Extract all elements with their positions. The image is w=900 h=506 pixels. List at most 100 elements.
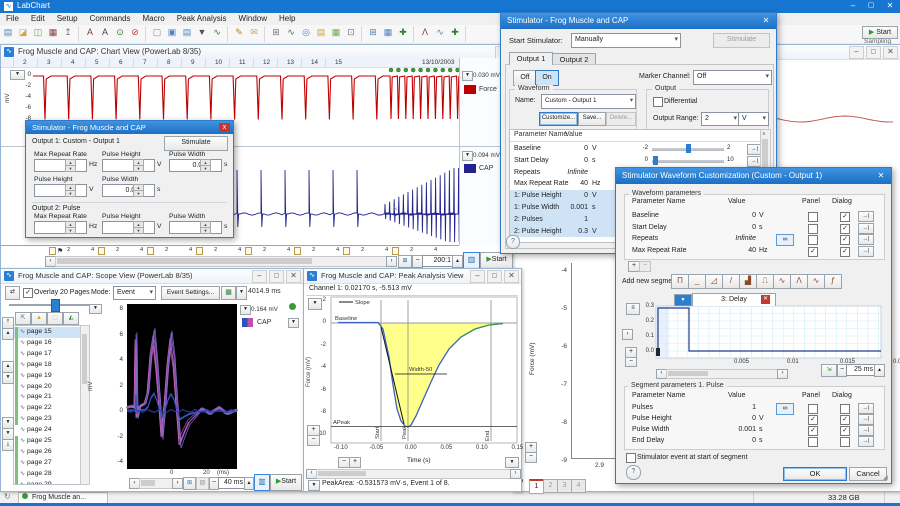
peak-window-icon[interactable]: ✚ bbox=[451, 27, 459, 37]
resize-grip[interactable]: ◢ bbox=[883, 475, 888, 481]
block-number[interactable]: 14 bbox=[311, 59, 319, 66]
peak-window-titlebar[interactable]: ∿ Frog Muscle and CAP: Peak Analysis Vie… bbox=[304, 269, 521, 284]
chart-window-icon[interactable]: ∿ bbox=[287, 27, 295, 37]
param-row[interactable]: Pulse Height 0 V ✓ ✓ →| bbox=[628, 414, 878, 425]
close-icon[interactable]: x bbox=[219, 123, 230, 132]
overlay-checkbox[interactable]: ✓ bbox=[23, 288, 33, 298]
apply-button[interactable]: →| bbox=[858, 436, 874, 447]
output-off-button[interactable]: Off bbox=[513, 70, 537, 86]
close-icon[interactable]: ✕ bbox=[286, 270, 301, 283]
close-icon[interactable]: ✕ bbox=[877, 171, 885, 180]
dialog-checkbox[interactable]: ✓ bbox=[840, 223, 850, 234]
datapad-select-icon[interactable]: ▤ bbox=[182, 27, 192, 37]
page-scroll-button[interactable]: ▲ bbox=[2, 361, 14, 373]
minimize-icon[interactable]: – bbox=[850, 1, 856, 10]
slider-track[interactable] bbox=[652, 159, 724, 163]
zoom-out-button[interactable]: − bbox=[307, 435, 320, 446]
segment-shape-9[interactable]: ƒ bbox=[824, 274, 842, 289]
apply-button[interactable]: →| bbox=[858, 425, 874, 436]
spin-down[interactable]: ▼ bbox=[65, 165, 76, 172]
page-scroll-button[interactable]: ⤓ bbox=[2, 439, 14, 451]
apply-button[interactable]: →| bbox=[858, 222, 874, 234]
segment-shape-7[interactable]: Λ bbox=[790, 274, 808, 289]
page-button-3[interactable]: 3 bbox=[557, 479, 572, 493]
scope-image-icon[interactable]: ▦ bbox=[221, 286, 236, 300]
param-row[interactable]: End Delay 0 s →| bbox=[628, 436, 878, 447]
scope-start-button[interactable]: ▶Start bbox=[270, 474, 302, 491]
spin-down[interactable]: ▼ bbox=[133, 165, 144, 172]
chart-h-scrollbar[interactable] bbox=[55, 256, 387, 267]
panel-checkbox[interactable]: ✓ bbox=[808, 246, 818, 257]
page-tool-button[interactable]: ⇱ bbox=[15, 312, 31, 325]
param-row[interactable]: Pulses 1 ∞ →| bbox=[628, 403, 878, 415]
segment-shape-5[interactable]: ⎍ bbox=[756, 274, 774, 289]
page-list-item[interactable]: ∿ page 26 bbox=[14, 446, 80, 458]
customize-button[interactable]: Customize... bbox=[539, 112, 578, 126]
stim-event-checkbox[interactable] bbox=[626, 453, 636, 463]
spin-down[interactable]: ▼ bbox=[133, 227, 144, 234]
block-number[interactable]: 7 bbox=[143, 59, 147, 66]
segment-shape-3[interactable]: / bbox=[722, 274, 740, 289]
block-number[interactable]: 5 bbox=[95, 59, 99, 66]
scope-timebase-dropdown[interactable]: ▼ bbox=[236, 286, 247, 300]
zoom-out-button[interactable]: − bbox=[525, 452, 537, 463]
marker-channel-dropdown[interactable]: Off bbox=[693, 70, 772, 85]
layout-tile-icon[interactable]: ▦ bbox=[383, 27, 393, 37]
output-range-unit-dropdown[interactable]: V bbox=[738, 112, 769, 126]
delete-button[interactable]: Delete... bbox=[606, 112, 636, 126]
panel-checkbox[interactable] bbox=[808, 404, 818, 414]
help-button[interactable]: ? bbox=[626, 465, 641, 480]
segment-list-icon[interactable]: ≡ bbox=[626, 303, 640, 315]
param-row[interactable]: Pulse Width 0.001 s ✓ ✓ →| bbox=[628, 425, 878, 436]
status-dropdown[interactable]: ▼ bbox=[308, 480, 320, 491]
force-scale-dropdown[interactable]: ▼ bbox=[462, 71, 473, 81]
scope-settings-icon[interactable]: ⇄ bbox=[5, 286, 20, 300]
param-row[interactable]: Repeats Infinite ∞ ✓ →| bbox=[628, 234, 878, 246]
menu-commands[interactable]: Commands bbox=[89, 14, 131, 23]
segment-shape-6[interactable]: ∿ bbox=[773, 274, 791, 289]
save-icon[interactable]: ◫ bbox=[33, 27, 43, 37]
panel-checkbox[interactable]: ✓ bbox=[808, 415, 818, 425]
infinite-toggle-button[interactable]: ∞ bbox=[776, 403, 794, 415]
spin-down[interactable]: ▼ bbox=[65, 190, 76, 197]
maximize-icon[interactable]: ▢ bbox=[269, 270, 284, 283]
value-field[interactable]: 5 bbox=[102, 221, 155, 234]
value-field[interactable]: 0.002 bbox=[102, 184, 155, 197]
compress-axis-icon[interactable]: ⊞ bbox=[398, 255, 412, 268]
remove-param-button[interactable]: − bbox=[639, 261, 651, 272]
minimize-icon[interactable]: – bbox=[252, 270, 267, 283]
apply-button[interactable]: →| bbox=[858, 211, 874, 222]
preview-timebase-plus[interactable]: ▲ bbox=[874, 364, 885, 377]
page-scroll-button[interactable]: ▼ bbox=[2, 372, 14, 384]
page-list-item[interactable]: ∿ page 29 bbox=[14, 479, 80, 484]
mode-dropdown[interactable]: Event bbox=[113, 286, 156, 300]
param-row[interactable]: Max Repeat Rate 40 Hz bbox=[510, 178, 760, 190]
comment-flag-icon[interactable] bbox=[245, 247, 252, 255]
scroll-right-button[interactable]: › bbox=[172, 478, 183, 489]
block-number[interactable]: 12 bbox=[263, 59, 271, 66]
slider-thumb[interactable] bbox=[686, 144, 691, 153]
scope-h-scrollbar[interactable] bbox=[139, 478, 173, 489]
scope-channel-dropdown[interactable]: ▼ bbox=[288, 318, 299, 328]
page-list-scrollbar[interactable] bbox=[80, 325, 90, 485]
dialog-checkbox[interactable]: ✓ bbox=[840, 235, 850, 245]
new-document-icon[interactable]: ▤ bbox=[3, 27, 13, 37]
page-list-item[interactable]: ∿ page 15 bbox=[14, 327, 80, 338]
output-on-button[interactable]: On bbox=[535, 70, 559, 86]
page-list-item[interactable]: ∿ page 19 bbox=[14, 370, 80, 382]
peak-chart-icon[interactable]: ∿ bbox=[436, 27, 444, 37]
block-number[interactable]: 9 bbox=[191, 59, 195, 66]
page-list-item[interactable]: ∿ page 21 bbox=[14, 392, 80, 404]
menu-window[interactable]: Window bbox=[238, 14, 267, 23]
dialog-checkbox[interactable]: ✓ bbox=[840, 426, 850, 436]
block-number[interactable]: 3 bbox=[47, 59, 51, 66]
block-number[interactable]: 11 bbox=[239, 59, 246, 66]
value-field[interactable]: 0.1 bbox=[169, 221, 222, 234]
param-row[interactable]: Start Delay 0 s ✓ →| bbox=[628, 222, 878, 235]
find-icon[interactable]: A bbox=[86, 27, 93, 37]
panel-checkbox[interactable] bbox=[808, 235, 818, 245]
spin-down[interactable]: ▼ bbox=[200, 165, 211, 172]
block-number[interactable]: 8 bbox=[167, 59, 171, 66]
wave-dialog-titlebar[interactable]: Stimulator Waveform Customization (Custo… bbox=[616, 168, 891, 184]
stim-dialog-titlebar[interactable]: Stimulator - Frog Muscle and CAP bbox=[501, 13, 776, 29]
